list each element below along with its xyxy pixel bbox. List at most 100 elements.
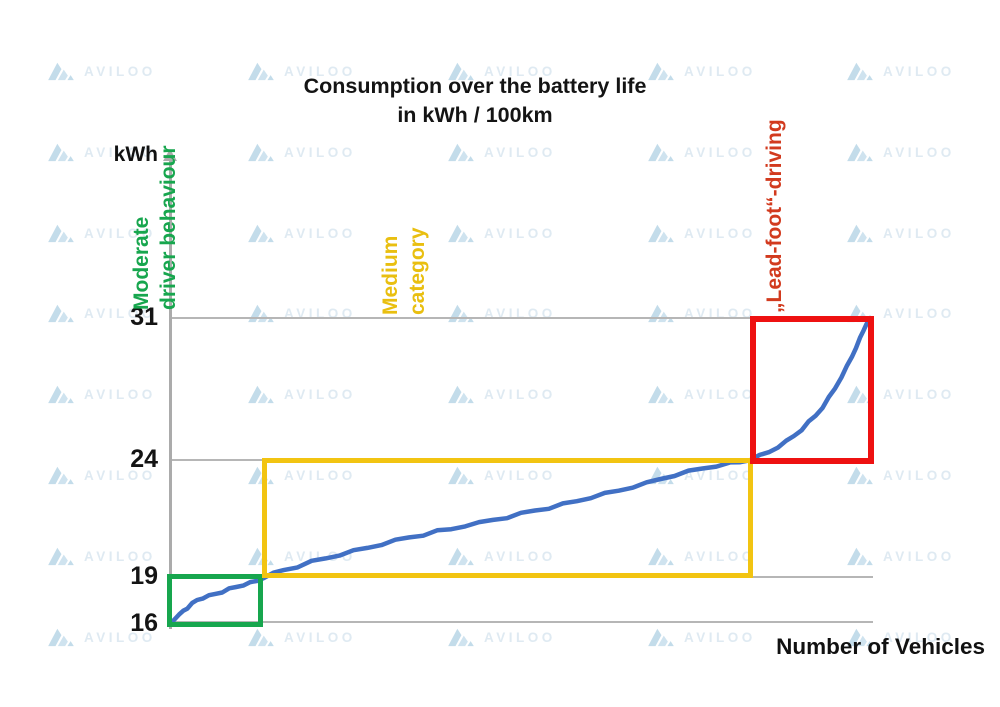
aviloo-mountain-icon xyxy=(847,62,873,81)
aviloo-watermark: AVILOO xyxy=(46,464,156,486)
aviloo-watermark-text: AVILOO xyxy=(84,467,156,483)
moderate-label-line2: driver behaviour xyxy=(157,145,180,310)
aviloo-mountain-icon xyxy=(448,385,474,404)
aviloo-mountain-icon xyxy=(48,304,74,323)
aviloo-mountain-icon xyxy=(648,385,674,404)
aviloo-watermark-text: AVILOO xyxy=(84,548,156,564)
aviloo-watermark-text: AVILOO xyxy=(684,144,756,160)
leadfoot-category-box xyxy=(750,316,874,464)
aviloo-watermark-text: AVILOO xyxy=(84,386,156,402)
aviloo-mountain-icon xyxy=(248,62,274,81)
aviloo-watermark-text: AVILOO xyxy=(484,225,556,241)
aviloo-watermark: AVILOO xyxy=(46,302,156,324)
chart-title: Consumption over the battery life in kWh… xyxy=(230,72,720,130)
aviloo-mountain-icon xyxy=(847,628,873,647)
aviloo-watermark-text: AVILOO xyxy=(883,225,955,241)
medium-label-line2: category xyxy=(406,227,429,315)
gridline-24 xyxy=(170,459,266,461)
aviloo-watermark-text: AVILOO xyxy=(84,305,156,321)
aviloo-watermark-text: AVILOO xyxy=(883,386,955,402)
aviloo-mountain-icon xyxy=(847,466,873,485)
aviloo-mountain-icon xyxy=(648,628,674,647)
aviloo-watermark-text: AVILOO xyxy=(484,144,556,160)
aviloo-mountain-icon xyxy=(448,62,474,81)
y-tick-24: 24 xyxy=(130,445,158,473)
aviloo-watermark: AVILOO xyxy=(845,545,955,567)
aviloo-watermark: AVILOO xyxy=(246,141,356,163)
aviloo-watermark-text: AVILOO xyxy=(84,63,156,79)
aviloo-watermark-text: AVILOO xyxy=(684,63,756,79)
aviloo-watermark-text: AVILOO xyxy=(883,467,955,483)
aviloo-mountain-icon xyxy=(448,224,474,243)
aviloo-watermark-text: AVILOO xyxy=(484,629,556,645)
aviloo-mountain-icon xyxy=(648,304,674,323)
aviloo-watermark: AVILOO xyxy=(46,141,156,163)
aviloo-mountain-icon xyxy=(648,62,674,81)
aviloo-mountain-icon xyxy=(48,385,74,404)
aviloo-mountain-icon xyxy=(448,628,474,647)
aviloo-watermark: AVILOO xyxy=(246,302,356,324)
aviloo-watermark-text: AVILOO xyxy=(883,548,955,564)
leadfoot-label: „Lead-foot“-driving xyxy=(763,119,786,313)
aviloo-mountain-icon xyxy=(48,628,74,647)
aviloo-watermark: AVILOO xyxy=(446,60,556,82)
aviloo-watermark: AVILOO xyxy=(446,222,556,244)
aviloo-mountain-icon xyxy=(448,143,474,162)
medium-category-box xyxy=(262,458,753,578)
aviloo-mountain-icon xyxy=(448,304,474,323)
aviloo-watermark-text: AVILOO xyxy=(484,386,556,402)
y-tick-19: 19 xyxy=(130,562,158,590)
medium-label-line1: Medium xyxy=(379,235,402,315)
aviloo-watermark: AVILOO xyxy=(446,626,556,648)
aviloo-watermark: AVILOO xyxy=(646,60,756,82)
aviloo-watermark: AVILOO xyxy=(646,302,756,324)
aviloo-watermark: AVILOO xyxy=(446,302,556,324)
aviloo-watermark-text: AVILOO xyxy=(883,629,955,645)
aviloo-watermark-text: AVILOO xyxy=(883,144,955,160)
aviloo-watermark: AVILOO xyxy=(246,222,356,244)
aviloo-watermark: AVILOO xyxy=(46,60,156,82)
aviloo-watermark-text: AVILOO xyxy=(284,629,356,645)
chart-title-line2: in kWh / 100km xyxy=(397,103,553,127)
aviloo-mountain-icon xyxy=(48,143,74,162)
aviloo-mountain-icon xyxy=(48,547,74,566)
aviloo-watermark-text: AVILOO xyxy=(84,629,156,645)
aviloo-watermark-text: AVILOO xyxy=(684,386,756,402)
aviloo-watermark: AVILOO xyxy=(646,383,756,405)
aviloo-watermark: AVILOO xyxy=(845,222,955,244)
aviloo-watermark: AVILOO xyxy=(246,383,356,405)
moderate-label-line1: Moderate xyxy=(130,216,153,310)
aviloo-watermark-text: AVILOO xyxy=(84,144,156,160)
aviloo-watermark-text: AVILOO xyxy=(684,629,756,645)
aviloo-watermark-text: AVILOO xyxy=(284,386,356,402)
aviloo-watermark: AVILOO xyxy=(845,464,955,486)
aviloo-watermark: AVILOO xyxy=(46,222,156,244)
aviloo-watermark: AVILOO xyxy=(646,141,756,163)
y-tick-16: 16 xyxy=(130,609,158,637)
aviloo-watermark: AVILOO xyxy=(246,60,356,82)
aviloo-watermark-text: AVILOO xyxy=(284,225,356,241)
aviloo-mountain-icon xyxy=(248,304,274,323)
aviloo-mountain-icon xyxy=(48,62,74,81)
aviloo-watermark-text: AVILOO xyxy=(84,225,156,241)
y-axis-arrow-icon xyxy=(163,149,177,161)
aviloo-mountain-icon xyxy=(847,143,873,162)
aviloo-mountain-icon xyxy=(648,224,674,243)
aviloo-watermark-text: AVILOO xyxy=(284,144,356,160)
aviloo-mountain-icon xyxy=(248,628,274,647)
aviloo-watermark: AVILOO xyxy=(46,626,156,648)
medium-label: Medium category xyxy=(377,227,431,315)
aviloo-mountain-icon xyxy=(847,547,873,566)
x-axis-label: Number of Vehicles xyxy=(776,634,985,659)
aviloo-watermark-text: AVILOO xyxy=(684,225,756,241)
aviloo-mountain-icon xyxy=(248,385,274,404)
aviloo-watermark: AVILOO xyxy=(646,222,756,244)
aviloo-watermark: AVILOO xyxy=(46,383,156,405)
aviloo-mountain-icon xyxy=(48,224,74,243)
y-tick-31: 31 xyxy=(130,303,158,331)
y-axis-unit-label: kWh xyxy=(113,143,158,166)
aviloo-watermark-text: AVILOO xyxy=(883,63,955,79)
aviloo-watermark: AVILOO xyxy=(446,383,556,405)
aviloo-mountain-icon xyxy=(48,466,74,485)
